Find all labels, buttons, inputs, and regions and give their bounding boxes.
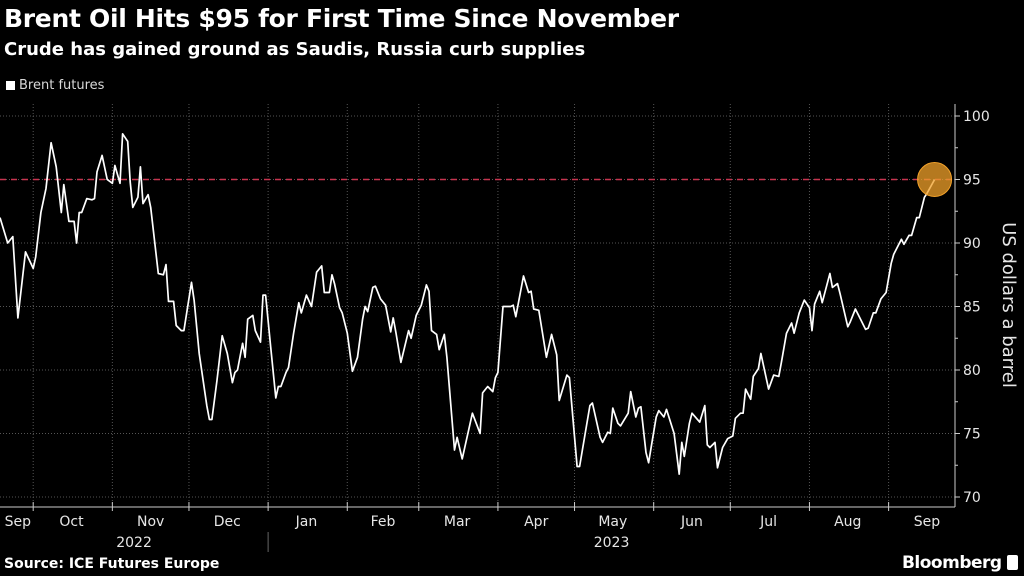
- x-tick-label: Jul: [759, 514, 777, 530]
- highlight-circle: [917, 162, 953, 197]
- year-label: 2023: [594, 535, 630, 551]
- y-tick-label: 95: [963, 173, 981, 189]
- logo-text: Bloomberg: [901, 553, 1002, 573]
- y-axis-title: US dollars a barrel: [998, 222, 1019, 388]
- y-tick-label: 75: [963, 427, 981, 443]
- x-tick-label: Jun: [680, 514, 703, 530]
- x-tick-label: Oct: [59, 514, 84, 530]
- x-tick-label: Sep: [914, 514, 941, 530]
- legend: Brent futures: [6, 78, 104, 93]
- x-tick-label: Sep: [5, 514, 32, 530]
- x-tick-label: Feb: [371, 514, 396, 530]
- series-line-brent-futures: [0, 132, 936, 475]
- y-tick-label: 70: [963, 490, 981, 506]
- y-tick-label: 100: [963, 109, 990, 125]
- x-tick-label: Dec: [214, 514, 241, 530]
- year-label: 2022: [116, 535, 152, 551]
- y-tick-label: 80: [963, 363, 981, 379]
- bloomberg-logo: Bloomberg: [902, 553, 1018, 573]
- x-tick-label: Apr: [524, 514, 548, 530]
- legend-label: Brent futures: [19, 78, 105, 93]
- x-tick-label: May: [598, 514, 627, 530]
- chart-subtitle: Crude has gained ground as Saudis, Russi…: [4, 39, 586, 60]
- legend-swatch-icon: [6, 81, 15, 90]
- source-note: Source: ICE Futures Europe: [4, 556, 220, 572]
- x-tick-label: Jan: [295, 514, 318, 530]
- y-tick-label: 90: [963, 236, 981, 252]
- logo-mark-icon: [1007, 555, 1018, 570]
- y-tick-label: 85: [963, 300, 981, 316]
- x-tick-label: Mar: [444, 514, 471, 530]
- chart-title: Brent Oil Hits $95 for First Time Since …: [4, 4, 679, 33]
- x-tick-label: Aug: [834, 514, 861, 530]
- x-tick-label: Nov: [137, 514, 164, 530]
